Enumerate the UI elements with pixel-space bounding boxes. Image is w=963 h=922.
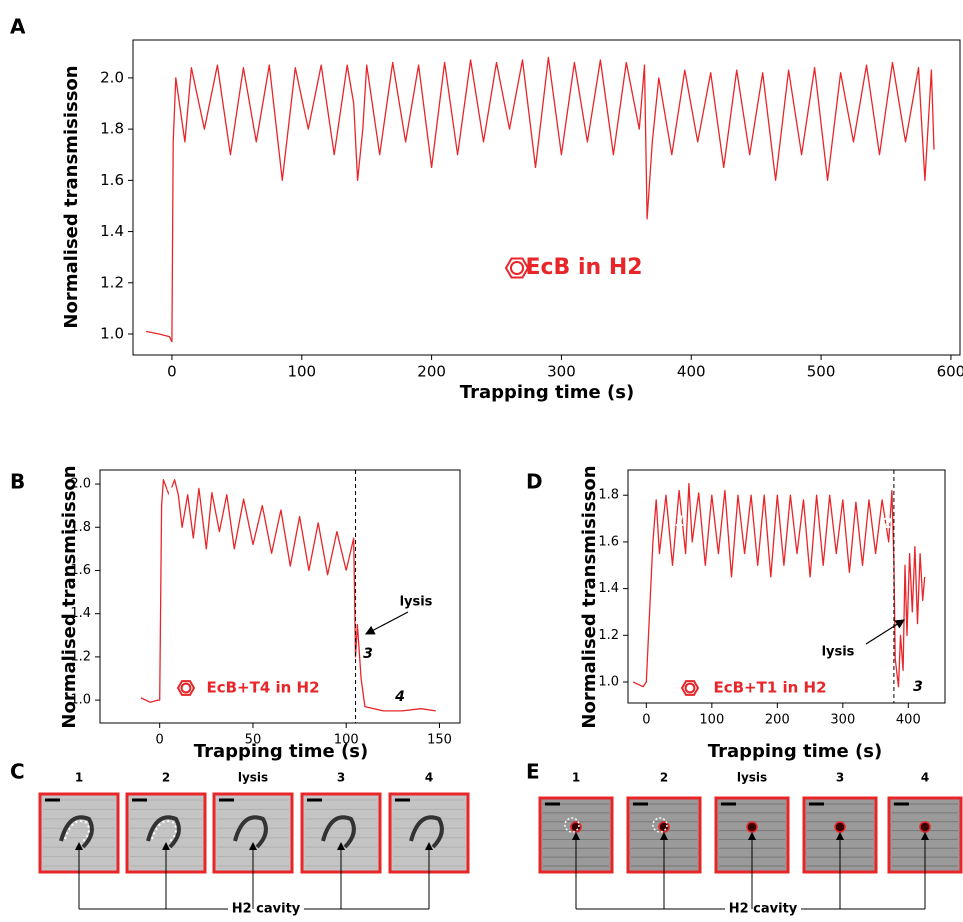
panel-letter: C [10,760,25,784]
frame-label: 2 [162,771,170,785]
y-tick-label: 1.4 [100,222,124,240]
frame-label: 1 [572,771,580,785]
x-tick-label: 200 [417,363,446,381]
x-tick-label: 50 [245,733,262,748]
hexagon-icon [504,257,530,279]
x-tick-label: 0 [167,363,177,381]
x-tick-label: 0 [642,713,650,728]
y-tick-label: 1.4 [598,581,619,596]
y-tick-label: 1.4 [70,606,91,621]
x-tick-label: 300 [830,713,855,728]
y-tick-label: 1.8 [70,520,91,535]
frame-label: 4 [425,771,433,785]
bacterium [146,815,181,849]
x-tick-label: 100 [287,363,316,381]
bacterium [59,815,94,849]
hexagon-icon [680,680,700,696]
lysis-arrow [865,619,906,645]
state-label: 2 [882,516,892,532]
x-axis-label: Trapping time (s) [194,741,368,762]
annotation: EcB+T4 in H2 [206,679,319,697]
state-label: 4 [929,589,940,605]
plot-frame [627,469,946,704]
frame-label: lysis [238,771,268,785]
frame-label: 3 [836,771,844,785]
y-tick-label: 1.2 [598,628,619,643]
caption: H2 cavity [232,902,301,917]
plot-frame [132,39,961,356]
state-label: 3 [913,679,923,695]
bacterium [321,815,356,849]
x-tick-label: 300 [547,363,576,381]
x-tick-label: 100 [699,713,724,728]
x-tick-label: 150 [427,733,452,748]
y-tick-label: 1.0 [100,325,124,343]
y-tick-label: 1.6 [598,534,619,549]
y-tick-label: 2.0 [70,477,91,492]
state-label: 4 [394,689,405,705]
bacterium [652,817,668,833]
data-line [632,482,926,688]
x-tick-label: 500 [807,363,836,381]
hexagon-icon-inner [684,682,696,694]
cavity-dot [919,821,931,833]
y-axis-label: Normalised transmisisson [59,465,80,728]
y-axis-label: Normalised transmisisson [61,65,82,328]
x-axis-label: Trapping time (s) [708,741,882,762]
x-tick-label: 600 [937,363,963,381]
micrograph [125,792,207,874]
frame-label: 4 [921,771,929,785]
bacterium [409,815,444,849]
y-tick-label: 1.2 [100,273,124,291]
cavity-outline [151,820,177,844]
x-tick-label: 0 [156,733,164,748]
lysis-arrow [364,611,409,635]
x-tick-label: 400 [677,363,706,381]
annotation: EcB in H2 [525,255,642,280]
cavity-dot [746,821,758,833]
frame-label: 1 [75,771,83,785]
bacterium [564,817,580,833]
cavity-dot [570,821,582,833]
panel-letter: D [526,470,543,494]
y-tick-label: 1.2 [70,649,91,664]
y-tick-label: 1.0 [598,674,619,689]
cavity-dot [834,821,846,833]
panel-letter: A [10,15,26,39]
state-label: 3 [363,646,373,662]
y-tick-label: 1.8 [598,488,619,503]
hexagon-icon [176,680,196,696]
hexagon-icon-inner [180,682,192,694]
lysis-label: lysis [822,645,855,660]
state-label: 1 [675,514,685,530]
y-tick-label: 2.0 [100,68,124,86]
panel-letter: E [526,760,540,784]
bacterium [233,815,268,849]
x-axis-label: Trapping time (s) [460,382,634,403]
state-label: 2 [340,569,350,585]
y-tick-label: 1.6 [100,171,124,189]
y-tick-label: 1.0 [70,693,91,708]
x-tick-label: 100 [334,733,359,748]
y-tick-label: 1.6 [70,563,91,578]
state-label: 1 [165,486,175,502]
hexagon-icon-inner [509,260,525,276]
lysis-label: lysis [400,595,433,610]
y-tick-label: 1.8 [100,120,124,138]
frame-label: 2 [660,771,668,785]
caption: H2 cavity [729,902,798,917]
plot-frame [99,469,461,724]
frame-label: lysis [737,771,767,785]
frame-label: 3 [337,771,345,785]
x-tick-label: 400 [896,713,921,728]
panel-letter: B [10,470,25,494]
y-axis-label: Normalised transmisisson [579,465,600,728]
cavity-outline [64,820,90,844]
cavity-dot [658,821,670,833]
data-line [145,56,935,343]
data-line [140,479,436,712]
annotation: EcB+T1 in H2 [713,679,826,697]
x-tick-label: 200 [765,713,790,728]
